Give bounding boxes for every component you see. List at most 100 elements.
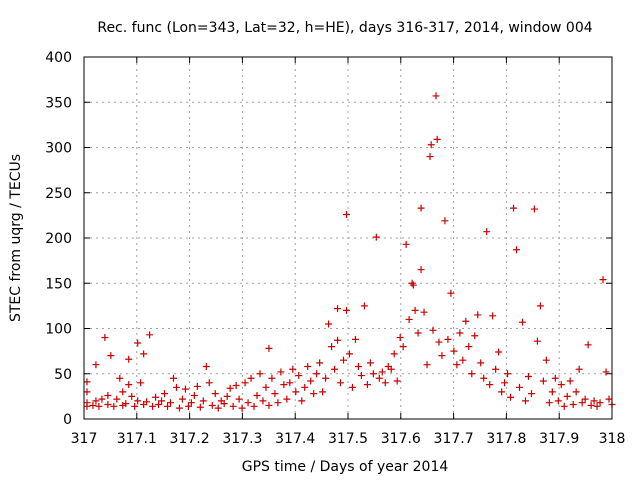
data-point <box>527 390 535 398</box>
data-point <box>238 404 246 412</box>
data-point <box>417 266 425 274</box>
data-point <box>202 363 210 371</box>
data-point <box>417 204 425 212</box>
data-point <box>551 374 559 382</box>
y-tick-label: 400 <box>45 50 72 66</box>
data-point <box>423 361 431 369</box>
x-tick-label: 317.9 <box>539 431 579 447</box>
data-point <box>169 374 177 382</box>
data-point <box>345 350 353 358</box>
data-point <box>507 393 515 401</box>
data-point <box>104 391 112 399</box>
data-point <box>253 391 261 399</box>
data-point <box>286 379 294 387</box>
data-point <box>134 339 142 347</box>
data-point <box>214 404 222 412</box>
data-point <box>536 302 544 310</box>
data-point <box>92 397 100 405</box>
data-point <box>513 246 521 254</box>
data-point <box>316 359 324 367</box>
x-tick-label: 317.1 <box>117 431 157 447</box>
data-point <box>334 305 342 313</box>
x-tick-label: 317 <box>71 431 98 447</box>
data-point <box>348 383 356 391</box>
data-point <box>107 352 115 360</box>
data-point <box>351 335 359 343</box>
data-point <box>250 402 258 410</box>
x-tick-label: 317.5 <box>328 431 368 447</box>
y-tick-label: 200 <box>45 231 72 247</box>
data-point <box>435 338 443 346</box>
data-point <box>164 402 172 410</box>
data-point <box>292 388 300 396</box>
data-point <box>447 289 455 297</box>
y-tick-label: 250 <box>45 186 72 202</box>
data-point <box>548 388 556 396</box>
data-point <box>83 378 91 386</box>
data-point <box>426 153 434 161</box>
data-point <box>211 390 219 398</box>
data-point <box>193 382 201 390</box>
data-point <box>298 397 306 405</box>
data-point <box>122 400 130 408</box>
data-point <box>95 402 103 410</box>
data-point <box>390 350 398 358</box>
data-point <box>420 308 428 316</box>
data-point <box>328 343 336 351</box>
data-point <box>408 279 416 287</box>
y-tick-label: 0 <box>63 412 72 428</box>
data-point <box>441 217 449 225</box>
data-point <box>196 403 204 411</box>
data-point <box>331 365 339 373</box>
data-point <box>271 390 279 398</box>
data-point <box>125 355 133 363</box>
data-point <box>516 383 524 391</box>
data-point <box>113 395 121 403</box>
data-point <box>184 402 192 410</box>
y-tick-label: 150 <box>45 276 72 292</box>
data-point <box>399 343 407 351</box>
data-point <box>575 365 583 373</box>
data-point <box>584 341 592 349</box>
data-point <box>572 388 580 396</box>
data-point <box>581 395 589 403</box>
y-axis-label: STEC from uqrg / TECUs <box>8 154 24 322</box>
data-point <box>498 388 506 396</box>
data-point <box>369 370 377 378</box>
data-point <box>518 318 526 326</box>
data-point <box>411 306 419 314</box>
data-point <box>596 399 604 407</box>
data-point <box>504 370 512 378</box>
data-point <box>605 395 613 403</box>
data-point <box>372 233 380 241</box>
data-point <box>357 372 365 380</box>
data-point <box>465 343 473 351</box>
y-tick-label: 50 <box>54 367 72 383</box>
data-point <box>181 385 189 393</box>
data-point <box>175 404 183 412</box>
data-point <box>342 210 350 218</box>
data-point <box>319 388 327 396</box>
data-point <box>405 315 413 323</box>
data-point <box>340 356 348 364</box>
x-tick-label: 318 <box>599 431 626 447</box>
data-point <box>265 401 273 409</box>
data-point <box>307 377 315 385</box>
data-point <box>205 379 213 387</box>
data-point <box>563 392 571 400</box>
data-point <box>110 402 118 410</box>
data-point <box>143 398 151 406</box>
data-point <box>393 377 401 385</box>
data-point <box>363 381 371 389</box>
data-point <box>229 402 237 410</box>
y-tick-label: 350 <box>45 95 72 111</box>
data-point <box>432 92 440 100</box>
data-point <box>92 361 100 369</box>
data-point <box>471 332 479 340</box>
data-point <box>128 392 136 400</box>
data-point <box>429 326 437 334</box>
data-point <box>402 240 410 248</box>
data-point <box>593 402 601 410</box>
data-point <box>438 352 446 360</box>
